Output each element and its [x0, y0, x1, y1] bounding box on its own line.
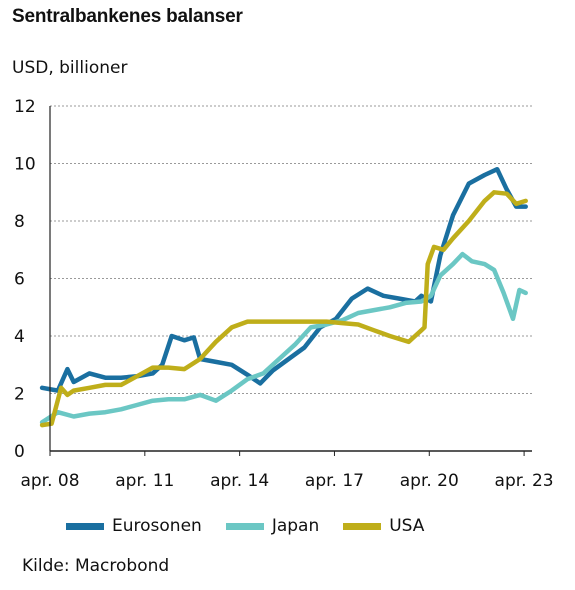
x-tick-label-2: apr. 14 [210, 471, 269, 491]
legend: Eurosonen Japan USA [66, 516, 448, 536]
x-tick-label-5: apr. 23 [495, 471, 554, 491]
x-tick-label-3: apr. 17 [305, 471, 364, 491]
legend-swatch-usa [343, 522, 382, 530]
series-line-japan [39, 251, 528, 425]
y-tick-label-4: 4 [14, 327, 25, 347]
legend-item-usa: USA [343, 516, 424, 536]
series-line-eurosonen [39, 166, 528, 393]
y-tick-label-0: 0 [14, 442, 25, 462]
y-tick-label-12: 12 [14, 97, 36, 117]
source-note: Kilde: Macrobond [22, 556, 170, 576]
y-axis-unit-label: USD, billioner [12, 58, 128, 78]
y-tick-label-6: 6 [14, 270, 25, 290]
legend-swatch-japan [225, 522, 264, 530]
legend-item-eurosonen: Eurosonen [66, 516, 202, 536]
x-tick-label-1: apr. 11 [115, 471, 174, 491]
legend-label-eurosonen: Eurosonen [112, 516, 202, 536]
legend-swatch-eurosonen [66, 522, 104, 530]
legend-label-usa: USA [389, 516, 425, 536]
y-tick-label-2: 2 [14, 385, 25, 405]
y-tick-label-8: 8 [14, 212, 25, 232]
chart-title: Sentralbankenes balanser [12, 6, 243, 27]
y-tick-label-10: 10 [14, 155, 36, 175]
legend-label-japan: Japan [271, 516, 320, 536]
x-tick-label-4: apr. 20 [400, 471, 459, 491]
series-line-usa [39, 190, 528, 428]
legend-item-japan: Japan [225, 516, 320, 536]
x-tick-label-0: apr. 08 [20, 471, 79, 491]
